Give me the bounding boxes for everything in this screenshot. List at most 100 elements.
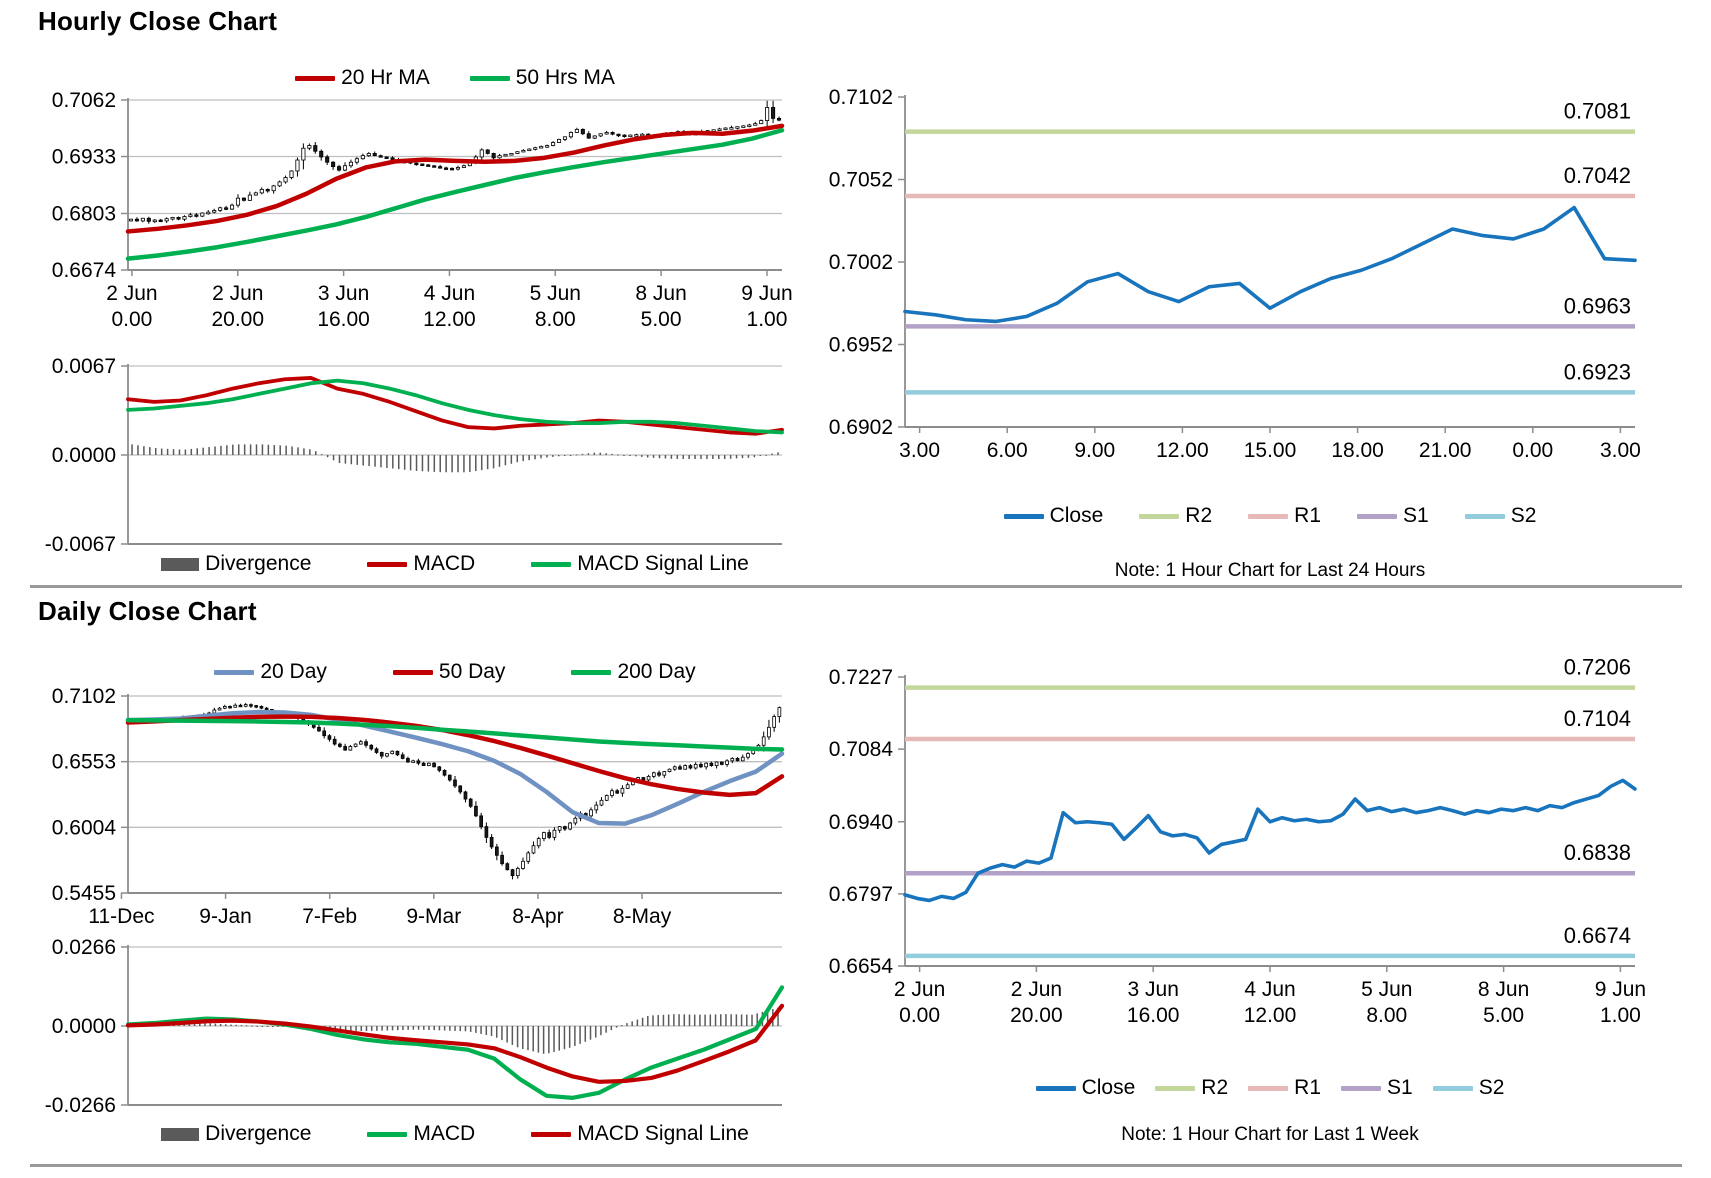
pivot-24h-legend: Close R2 R1 S1 S2 — [905, 504, 1635, 528]
legend-item-r1: R1 — [1248, 1076, 1321, 1100]
axis-tick-label: 20.00 — [1010, 1004, 1063, 1027]
axis-tick-label: 16.00 — [1127, 1004, 1180, 1027]
legend-label: MACD Signal Line — [577, 552, 749, 575]
axis-tick-label: 3.00 — [899, 439, 940, 462]
axis-tick-label: 8 Jun — [635, 282, 686, 305]
axis-tick-label: 0.6838 — [1564, 840, 1631, 865]
close-line-swatch — [1003, 513, 1044, 519]
legend-item-r1: R1 — [1248, 504, 1321, 528]
r2-line-swatch — [1139, 513, 1180, 519]
axis-tick-label: 9 Jun — [1595, 978, 1646, 1001]
s2-line-swatch — [1464, 513, 1505, 519]
axis-tick-label: 0.7104 — [1564, 706, 1631, 731]
axis-tick-label: 0.6933 — [52, 146, 116, 169]
legend-label: R1 — [1294, 1076, 1322, 1099]
daily-price-legend: 20 Day 50 Day 200 Day — [128, 660, 782, 684]
daily-macd-legend: Divergence MACD MACD Signal Line — [128, 1122, 782, 1146]
pivot-1week-legend: Close R2 R1 S1 S2 — [905, 1076, 1635, 1100]
axis-tick-label: 3 Jun — [1128, 978, 1179, 1001]
axis-tick-label: 1.00 — [747, 308, 788, 331]
axis-tick-label: 5 Jun — [530, 282, 581, 305]
axis-tick-label: 0.7062 — [52, 89, 116, 112]
legend-label: 50 Hrs MA — [515, 66, 615, 89]
s1-line-swatch — [1357, 513, 1398, 519]
macd-line-swatch — [367, 1131, 408, 1137]
legend-label: R2 — [1201, 1076, 1229, 1099]
axis-tick-label: 0.7206 — [1564, 655, 1631, 680]
macd-signal-line — [125, 1003, 785, 1084]
axis-tick-label: 1.00 — [1600, 1004, 1641, 1027]
legend-item-s2: S2 — [1432, 1076, 1504, 1100]
legend-item-200day: 200 Day — [571, 660, 696, 684]
legend-item-50hrs-ma: 50 Hrs MA — [469, 66, 615, 90]
x-axis-labels: 2 Jun 0.00 2 Jun 20.00 3 Jun 16.00 4 Jun 12.00 5… — [106, 270, 793, 331]
hourly-macd-legend: Divergence MACD MACD Signal Line — [128, 552, 782, 576]
axis-tick-label: 5.00 — [641, 308, 682, 331]
axis-tick-label: 8-May — [613, 905, 672, 928]
axis-tick-label: 15.00 — [1244, 439, 1297, 462]
x-axis-labels: 2 Jun 0.00 2 Jun 20.00 3 Jun 16.00 4 Jun 12.00 5… — [894, 966, 1646, 1027]
axis-tick-label: 0.00 — [1512, 439, 1553, 462]
ma-20day-line — [125, 709, 785, 826]
axis-tick-label: 21.00 — [1419, 439, 1472, 462]
macd-signal-line-swatch — [531, 1131, 572, 1137]
legend-item-close: Close — [1003, 504, 1103, 528]
chart-axes: 0.0067 0.0000 -0.0067 — [45, 355, 782, 556]
legend-label: MACD — [413, 552, 476, 575]
axis-tick-label: 9-Jan — [199, 905, 252, 928]
axis-tick-label: 0.6963 — [1564, 293, 1631, 318]
axis-tick-label: 0.5455 — [52, 882, 116, 905]
legend-item-s2: S2 — [1464, 504, 1536, 528]
axis-tick-label: 4 Jun — [1244, 978, 1295, 1001]
axis-tick-label: 4 Jun — [424, 282, 475, 305]
axis-tick-label: 0.7042 — [1564, 163, 1631, 188]
axis-tick-label: 0.00 — [111, 308, 152, 331]
ma-50hr-line — [125, 127, 785, 261]
axis-tick-label: 9 Jun — [741, 282, 792, 305]
axis-tick-label: 0.6674 — [1564, 923, 1631, 948]
axis-tick-label: 0.7102 — [829, 86, 893, 109]
axis-tick-label: 9-Mar — [406, 905, 461, 928]
axis-tick-label: 3 Jun — [318, 282, 369, 305]
axis-tick-label: 20.00 — [211, 308, 264, 331]
x-axis-labels: 11-Dec 9-Jan 7-Feb 9-Mar 8-Apr 8-May — [88, 893, 672, 928]
legend-label: Divergence — [205, 1122, 312, 1145]
axis-tick-label: 0.6797 — [829, 883, 893, 906]
pivot-lines: 0.7081 0.7042 0.6963 0.6923 — [905, 99, 1635, 395]
s2-line-swatch — [1432, 1085, 1473, 1091]
close-line-series — [903, 778, 1637, 903]
legend-item-20hr-ma: 20 Hr MA — [295, 66, 430, 90]
axis-tick-label: 0.7227 — [829, 666, 893, 689]
divergence-swatch — [161, 557, 200, 571]
chart-axes: 0.7227 0.7084 0.6940 0.6797 0.6654 — [829, 666, 1635, 978]
macd-line — [126, 376, 784, 436]
legend-label: S1 — [1387, 1076, 1413, 1099]
axis-tick-label: 11-Dec — [88, 905, 154, 928]
axis-tick-label: 0.6553 — [52, 751, 116, 774]
r1-line-swatch — [1248, 513, 1289, 519]
axis-tick-label: 0.0067 — [52, 355, 116, 378]
50hrs-ma-line-swatch — [469, 75, 510, 81]
close-line-swatch — [1035, 1085, 1076, 1091]
macd-signal-line — [126, 378, 784, 435]
axis-tick-label: 5 Jun — [1361, 978, 1412, 1001]
bottom-divider — [30, 1164, 1682, 1167]
macd-signal-line-swatch — [531, 561, 572, 567]
axis-tick-label: 3.00 — [1600, 439, 1641, 462]
pivot-1week-note: Note: 1 Hour Chart for Last 1 Week — [1121, 1124, 1419, 1145]
axis-tick-label: 0.6004 — [52, 816, 117, 839]
legend-item-r2: R2 — [1139, 504, 1212, 528]
axis-tick-label: 9.00 — [1074, 439, 1115, 462]
divergence-swatch — [161, 1127, 200, 1141]
axis-tick-label: -0.0067 — [45, 533, 116, 556]
axis-tick-label: 8 Jun — [1478, 978, 1529, 1001]
legend-item-50day: 50 Day — [392, 660, 505, 684]
legend-label: Close — [1081, 1076, 1136, 1099]
hourly-section-title: Hourly Close Chart — [38, 6, 278, 36]
divergence-bars — [131, 444, 779, 473]
axis-tick-label: 8.00 — [1366, 1004, 1407, 1027]
daily-section-title: Daily Close Chart — [38, 596, 257, 626]
ma-20hr-line — [125, 123, 785, 234]
axis-tick-label: 0.6654 — [829, 955, 894, 978]
close-line-series — [903, 205, 1637, 324]
